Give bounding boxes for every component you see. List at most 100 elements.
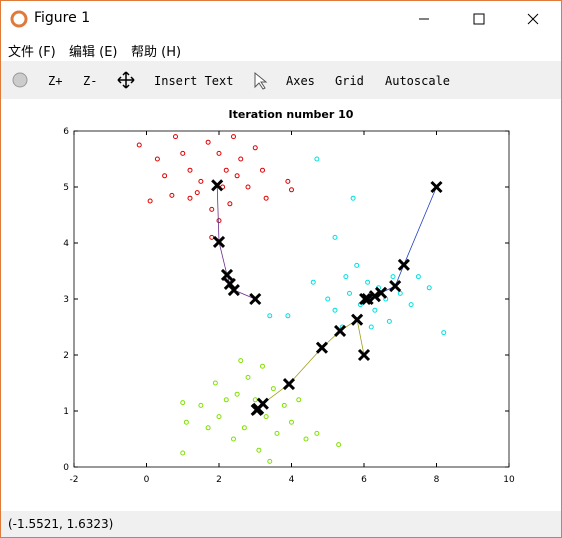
data-point [223, 397, 229, 403]
data-point [198, 402, 204, 408]
canvas [1, 99, 561, 511]
data-point [332, 307, 338, 313]
pan-icon[interactable] [117, 71, 135, 89]
data-point [332, 234, 338, 240]
status-bar: (-1.5521, 1.6323) [8, 517, 114, 531]
centroid-marker [250, 403, 263, 416]
y-tick-label: 3 [63, 295, 69, 305]
data-point [314, 156, 320, 162]
x-tick-label: -2 [70, 475, 79, 485]
data-point [183, 419, 189, 425]
data-point [234, 173, 240, 179]
tool-button[interactable]: Z+ [48, 74, 63, 88]
data-point [267, 313, 273, 319]
rotate-icon[interactable] [12, 72, 28, 88]
maximize-button[interactable] [473, 13, 485, 25]
data-point [336, 442, 342, 448]
tool-button[interactable]: Z- [83, 74, 98, 88]
menu-item[interactable]: 编辑 (E) [69, 45, 118, 60]
y-tick-label: 6 [63, 127, 69, 137]
y-tick-label: 4 [63, 239, 69, 249]
data-point [397, 290, 403, 296]
data-point [198, 178, 204, 184]
x-tick-label: 2 [216, 475, 222, 485]
data-point [347, 290, 352, 296]
data-point [238, 156, 244, 162]
y-tick-label: 1 [63, 407, 69, 417]
data-point [390, 274, 396, 280]
data-point [285, 178, 291, 184]
x-tick-label: 8 [434, 475, 440, 485]
y-tick-label: 0 [63, 463, 69, 473]
data-point [365, 279, 371, 285]
data-point [267, 458, 273, 464]
data-point [212, 380, 218, 386]
centroid-marker [430, 180, 443, 194]
data-point [263, 195, 269, 201]
y-tick-label: 2 [63, 351, 69, 361]
tool-button[interactable]: Grid [335, 74, 364, 88]
data-point [314, 430, 320, 436]
data-point [245, 374, 251, 380]
data-point [296, 397, 302, 403]
toolbar-icons [12, 71, 268, 90]
data-point [169, 192, 175, 198]
select-icon[interactable] [254, 71, 268, 90]
menu-bar: 文件 (F) 编辑 (E) 帮助 (H) [1, 37, 561, 61]
data-point [154, 156, 160, 162]
data-point [216, 150, 222, 156]
centroid-marker [249, 292, 262, 306]
data-point [205, 425, 211, 431]
data-point [194, 190, 200, 196]
window-title: Figure 1 [34, 10, 91, 26]
menu-item[interactable]: 帮助 (H) [131, 45, 182, 60]
data-point [227, 201, 233, 207]
data-point [187, 195, 193, 201]
centroid-marker [357, 348, 371, 362]
data-point [415, 274, 421, 280]
centroid-marker [212, 235, 226, 248]
centroid-marker [361, 292, 374, 306]
toolbar: Z+ Z- Insert Text Axes Grid Autoscale [1, 62, 561, 98]
data-point [368, 324, 374, 330]
data-point [426, 285, 432, 291]
centroid-marker [351, 313, 364, 326]
tool-button[interactable]: Autoscale [385, 74, 451, 88]
y-tick-label: 5 [63, 183, 69, 193]
centroid-marker [223, 277, 236, 290]
data-point [209, 206, 215, 212]
data-point [343, 274, 349, 280]
menu-item[interactable]: 文件 (F) [8, 45, 56, 60]
data-point [136, 142, 142, 148]
data-point [241, 425, 247, 431]
data-point [180, 450, 186, 456]
tool-button[interactable]: Insert Text [154, 74, 234, 88]
data-point [231, 436, 236, 442]
centroid-marker [220, 268, 234, 281]
data-point [354, 262, 360, 268]
centroid-marker [227, 283, 240, 297]
centroid-marker [397, 258, 410, 271]
app-icon [10, 10, 28, 28]
data-point [234, 391, 240, 397]
centroid-marker [282, 378, 296, 391]
data-point [263, 414, 269, 420]
data-point [408, 302, 414, 308]
tool-button[interactable]: Axes [286, 74, 315, 88]
data-point [252, 145, 258, 151]
data-point [260, 363, 265, 369]
close-button[interactable] [527, 13, 539, 25]
centroid-marker [368, 290, 381, 303]
centroid-marker [359, 292, 372, 306]
data-point [147, 198, 153, 204]
x-tick-label: 6 [361, 475, 367, 485]
data-point [238, 358, 244, 364]
data-point [372, 307, 378, 313]
data-point [270, 386, 276, 392]
chart-title: Iteration number 10 [229, 108, 354, 121]
data-point [256, 447, 262, 453]
data-point [285, 313, 291, 319]
data-point [386, 318, 392, 324]
